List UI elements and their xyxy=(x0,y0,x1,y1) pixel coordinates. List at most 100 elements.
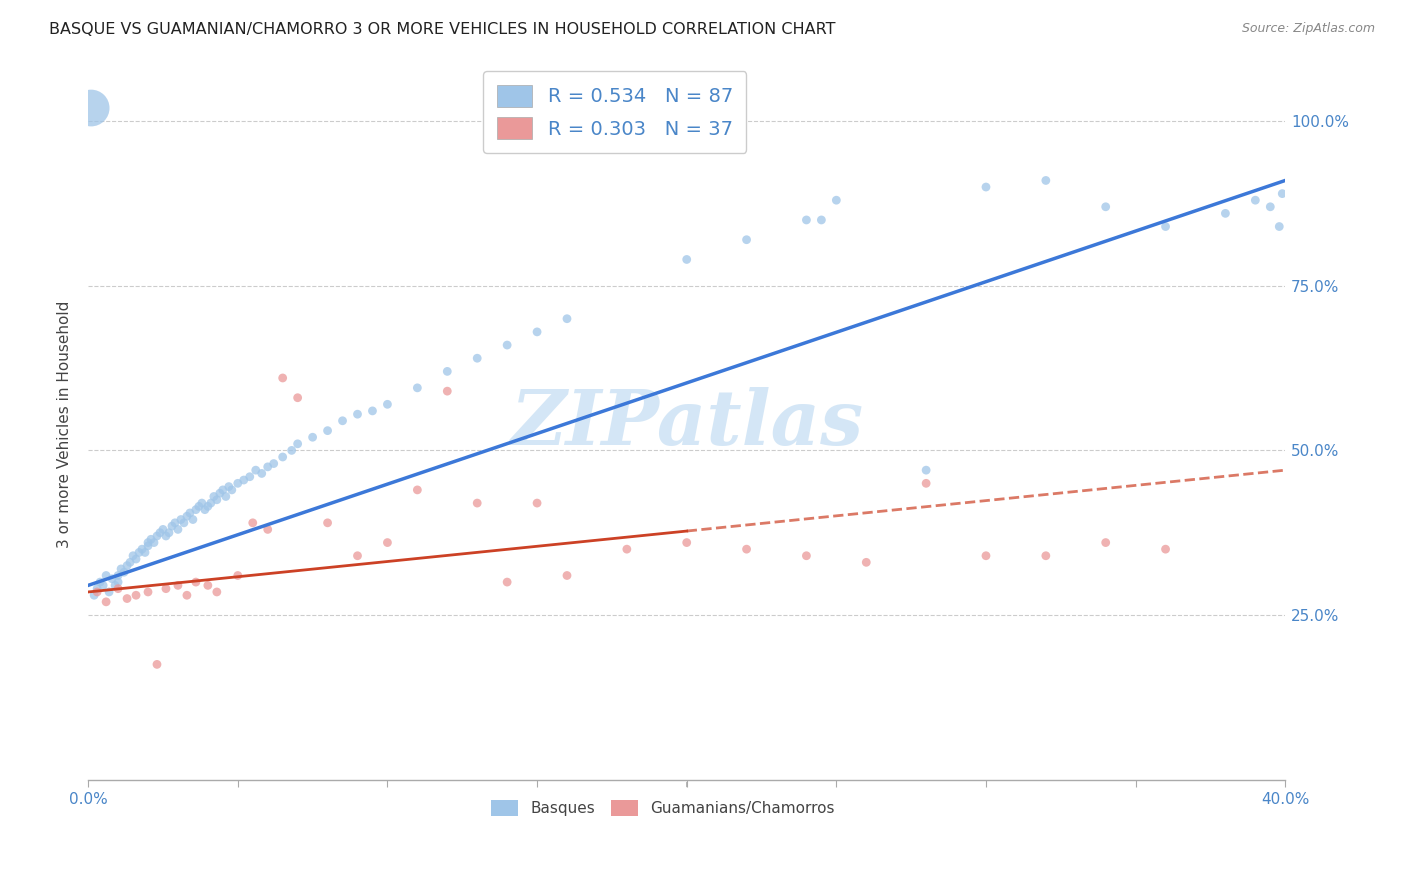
Point xyxy=(242,516,264,530)
Point xyxy=(107,582,129,596)
Point xyxy=(115,558,138,573)
Point xyxy=(184,502,207,516)
Point xyxy=(316,516,339,530)
Point xyxy=(139,533,162,547)
Point xyxy=(104,578,127,592)
Point xyxy=(202,490,225,504)
Point xyxy=(1244,193,1267,207)
Point xyxy=(146,657,169,672)
Point xyxy=(346,407,368,421)
Point xyxy=(226,476,249,491)
Point xyxy=(332,414,354,428)
Point xyxy=(1094,200,1116,214)
Point xyxy=(675,535,697,549)
Point xyxy=(287,391,309,405)
Point xyxy=(205,492,228,507)
Point xyxy=(200,496,222,510)
Point xyxy=(287,437,309,451)
Point xyxy=(187,500,209,514)
Point xyxy=(1268,219,1291,234)
Point xyxy=(616,542,638,557)
Point xyxy=(107,575,129,590)
Point xyxy=(245,463,267,477)
Point xyxy=(149,525,172,540)
Point xyxy=(107,568,129,582)
Point xyxy=(179,506,201,520)
Point xyxy=(155,582,177,596)
Point xyxy=(465,351,488,366)
Point xyxy=(218,480,240,494)
Point xyxy=(496,338,519,352)
Point xyxy=(128,545,150,559)
Point xyxy=(855,555,877,569)
Point xyxy=(167,523,190,537)
Point xyxy=(256,459,278,474)
Point xyxy=(263,457,285,471)
Point xyxy=(377,397,399,411)
Point xyxy=(163,516,186,530)
Point xyxy=(735,542,758,557)
Point xyxy=(160,519,183,533)
Point xyxy=(125,588,148,602)
Point xyxy=(271,371,294,385)
Point xyxy=(197,500,219,514)
Point xyxy=(1154,219,1177,234)
Point xyxy=(1258,200,1281,214)
Point xyxy=(825,193,848,207)
Point xyxy=(155,529,177,543)
Point xyxy=(176,509,198,524)
Point xyxy=(205,585,228,599)
Point xyxy=(1035,549,1057,563)
Point xyxy=(191,496,214,510)
Point xyxy=(974,180,997,194)
Point xyxy=(1215,206,1237,220)
Point xyxy=(98,585,121,599)
Point xyxy=(94,568,117,582)
Point xyxy=(1035,173,1057,187)
Point xyxy=(110,562,132,576)
Point xyxy=(280,443,302,458)
Point xyxy=(101,572,124,586)
Point xyxy=(361,404,384,418)
Point xyxy=(239,469,262,483)
Point xyxy=(131,542,153,557)
Point xyxy=(436,364,458,378)
Point xyxy=(184,575,207,590)
Point xyxy=(89,575,111,590)
Point xyxy=(173,516,195,530)
Text: BASQUE VS GUAMANIAN/CHAMORRO 3 OR MORE VEHICLES IN HOUSEHOLD CORRELATION CHART: BASQUE VS GUAMANIAN/CHAMORRO 3 OR MORE V… xyxy=(49,22,835,37)
Point xyxy=(915,463,938,477)
Point xyxy=(118,555,141,569)
Text: Source: ZipAtlas.com: Source: ZipAtlas.com xyxy=(1241,22,1375,36)
Point xyxy=(221,483,243,497)
Point xyxy=(152,523,174,537)
Point xyxy=(406,381,429,395)
Point xyxy=(250,467,273,481)
Legend: Basques, Guamanians/Chamorros: Basques, Guamanians/Chamorros xyxy=(482,791,844,825)
Point xyxy=(157,525,180,540)
Point xyxy=(316,424,339,438)
Point xyxy=(346,549,368,563)
Point xyxy=(915,476,938,491)
Point xyxy=(194,502,217,516)
Point xyxy=(136,539,159,553)
Point xyxy=(675,252,697,267)
Point xyxy=(796,549,818,563)
Point xyxy=(94,595,117,609)
Point xyxy=(176,588,198,602)
Text: ZIPatlas: ZIPatlas xyxy=(510,387,863,461)
Point xyxy=(86,582,108,596)
Point xyxy=(496,575,519,590)
Point xyxy=(436,384,458,399)
Point xyxy=(91,578,114,592)
Point xyxy=(226,568,249,582)
Point xyxy=(211,483,233,497)
Point xyxy=(112,565,135,579)
Point xyxy=(526,325,548,339)
Point xyxy=(406,483,429,497)
Point xyxy=(136,535,159,549)
Point xyxy=(115,591,138,606)
Point xyxy=(232,473,254,487)
Point xyxy=(80,101,103,115)
Point xyxy=(136,585,159,599)
